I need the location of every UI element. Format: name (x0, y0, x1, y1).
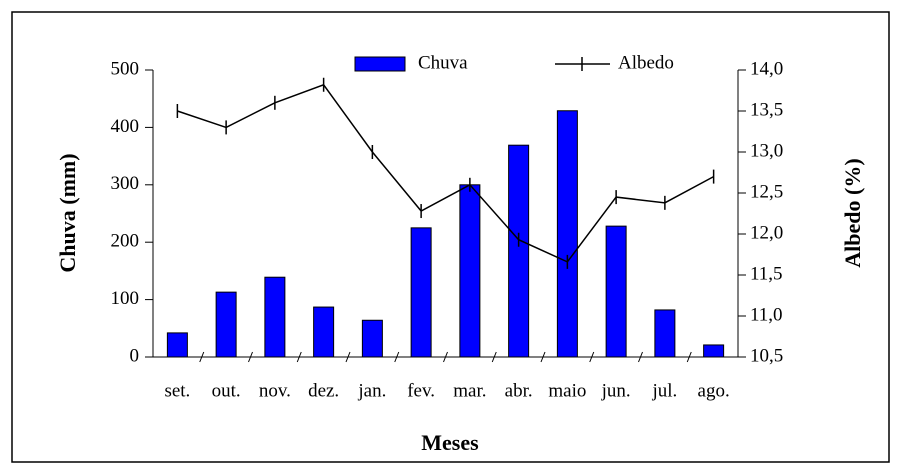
x-tick-label: ago. (698, 380, 730, 401)
bar (410, 227, 432, 358)
x-tick (248, 351, 253, 363)
x-tick-label: abr. (505, 380, 533, 401)
x-axis-title: Meses (421, 430, 479, 455)
legend-label: Albedo (618, 52, 674, 73)
y-tick-label: 500 (111, 58, 140, 79)
x-tick (686, 351, 692, 363)
x-tick (296, 351, 302, 363)
y-tick-label: 400 (111, 116, 140, 137)
y2-tick-label: 11,5 (750, 263, 783, 284)
y2-tick-label: 12,5 (750, 181, 783, 202)
y2-axis-title: Albedo (%) (840, 158, 865, 267)
x-tick (589, 351, 595, 363)
x-tick-label: nov. (259, 380, 291, 401)
line (177, 83, 714, 263)
bar (508, 144, 530, 358)
bar (605, 225, 627, 358)
bar (361, 319, 383, 358)
x-tick-label: dez. (308, 380, 339, 401)
x-tick (540, 351, 546, 363)
y-tick-label: 200 (111, 231, 140, 252)
x-tick-label: maio (548, 380, 586, 401)
y-axis-title: Chuva (mm) (55, 153, 80, 272)
x-tick-label: fev. (407, 380, 435, 401)
bar (215, 291, 237, 358)
x-tick-label: jul. (651, 380, 677, 401)
bar (654, 309, 676, 358)
x-tick-label: jan. (357, 380, 386, 401)
bar (313, 306, 335, 358)
x-tick (199, 351, 205, 363)
y2-tick-label: 12,0 (750, 222, 783, 243)
bar (264, 276, 286, 358)
legend-swatch (354, 56, 406, 72)
y2-tick-label: 13,5 (750, 99, 783, 120)
y2-tick-label: 14,0 (750, 58, 783, 79)
x-tick-label: out. (212, 380, 241, 401)
x-tick (394, 351, 400, 363)
y-tick-label: 0 (130, 345, 140, 366)
x-tick-label: set. (164, 380, 190, 401)
bar (166, 332, 188, 358)
x-tick (491, 351, 497, 363)
y2-tick-label: 10,5 (750, 345, 783, 366)
y2-tick-label: 13,0 (750, 140, 783, 161)
legend-label: Chuva (418, 52, 468, 73)
y-tick-label: 100 (111, 288, 140, 309)
frame (11, 11, 890, 463)
x-tick (638, 351, 643, 363)
y2-tick-label: 11,0 (750, 304, 783, 325)
x-tick-label: jun. (601, 380, 631, 401)
bar (556, 110, 578, 358)
bar (459, 184, 481, 358)
x-tick-label: mar. (453, 380, 486, 401)
bar (703, 344, 725, 358)
x-tick (345, 351, 351, 363)
x-tick (443, 351, 448, 363)
y-tick-label: 300 (111, 173, 140, 194)
